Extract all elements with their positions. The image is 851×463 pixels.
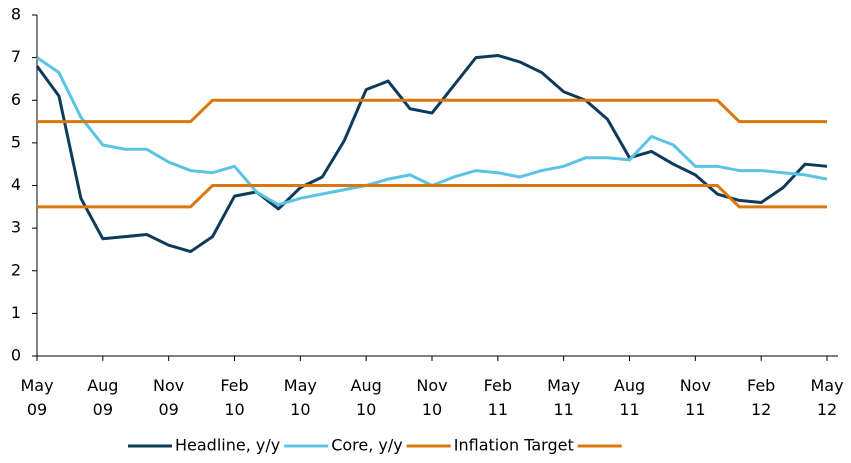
y-tick-label: 5: [11, 132, 21, 151]
y-tick-label: 6: [11, 90, 21, 109]
x-tick-label: Feb 10: [220, 376, 249, 419]
series-line: [37, 98, 827, 124]
x-tick-label: Aug 09: [87, 376, 119, 419]
legend-label: Core, y/y: [331, 436, 403, 455]
series-line: [35, 53, 828, 254]
y-tick-label: 3: [11, 218, 21, 237]
x-tick-label: May 09: [20, 376, 54, 419]
x-tick-label: May 10: [283, 376, 317, 419]
y-tick-label: 7: [11, 47, 21, 66]
series-line: [37, 184, 827, 209]
y-tick-label: 0: [11, 346, 21, 365]
x-tick-label: Feb 12: [746, 376, 776, 419]
x-tick-label: May 11: [547, 376, 581, 419]
x-tick-label: Nov 11: [679, 376, 711, 419]
x-tick-label: Nov 10: [416, 376, 448, 419]
x-tick-label: Feb 11: [483, 376, 512, 419]
y-tick-label: 1: [11, 303, 21, 322]
x-tick-label: Aug 11: [613, 376, 646, 419]
legend-label: Headline, y/y: [175, 436, 280, 455]
y-tick-label: 4: [11, 175, 21, 194]
y-tick-label: 8: [11, 5, 21, 24]
x-tick-label: Nov 09: [153, 376, 185, 419]
y-tick-label: 2: [11, 260, 21, 279]
series-line: [36, 56, 828, 207]
x-tick-label: May 12: [810, 376, 844, 419]
x-tick-label: Aug 10: [350, 376, 382, 419]
legend-label: Inflation Target: [454, 436, 574, 455]
